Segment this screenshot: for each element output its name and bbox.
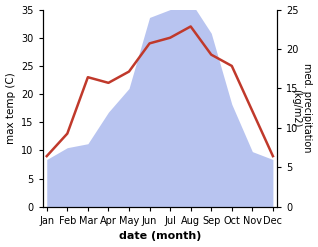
Y-axis label: med. precipitation
(kg/m2): med. precipitation (kg/m2) [291, 63, 313, 153]
X-axis label: date (month): date (month) [119, 231, 201, 242]
Y-axis label: max temp (C): max temp (C) [5, 72, 16, 144]
